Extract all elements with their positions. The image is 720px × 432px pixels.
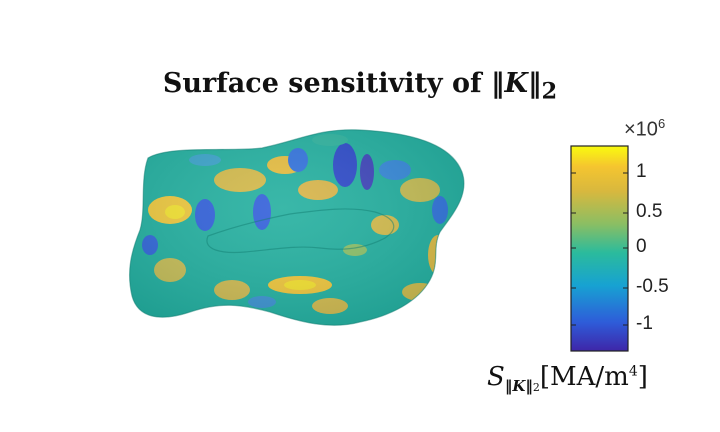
tick-label-minus-0.5: -0.5 <box>636 276 669 297</box>
figure-title: Surface sensitivity of ‖K‖2 <box>0 68 720 104</box>
title-prefix: Surface sensitivity of <box>162 68 492 99</box>
colorbar-scale-factor: ×106 <box>624 116 666 141</box>
stellarator-surface <box>129 129 464 326</box>
colorbar <box>570 145 629 352</box>
tick-label-0.5: 0.5 <box>636 201 663 222</box>
tick-label-minus-1: -1 <box>636 313 653 334</box>
colorbar-label: S‖K‖2[MA/m4] <box>487 362 648 395</box>
tick-label-0: 0 <box>636 236 647 257</box>
colorbar-ticks <box>571 172 628 326</box>
tick-label-1: 1 <box>636 161 647 182</box>
colorbar-gradient <box>570 145 629 352</box>
title-subscript: 2 <box>541 78 558 105</box>
title-math: ‖K‖ <box>491 68 542 99</box>
